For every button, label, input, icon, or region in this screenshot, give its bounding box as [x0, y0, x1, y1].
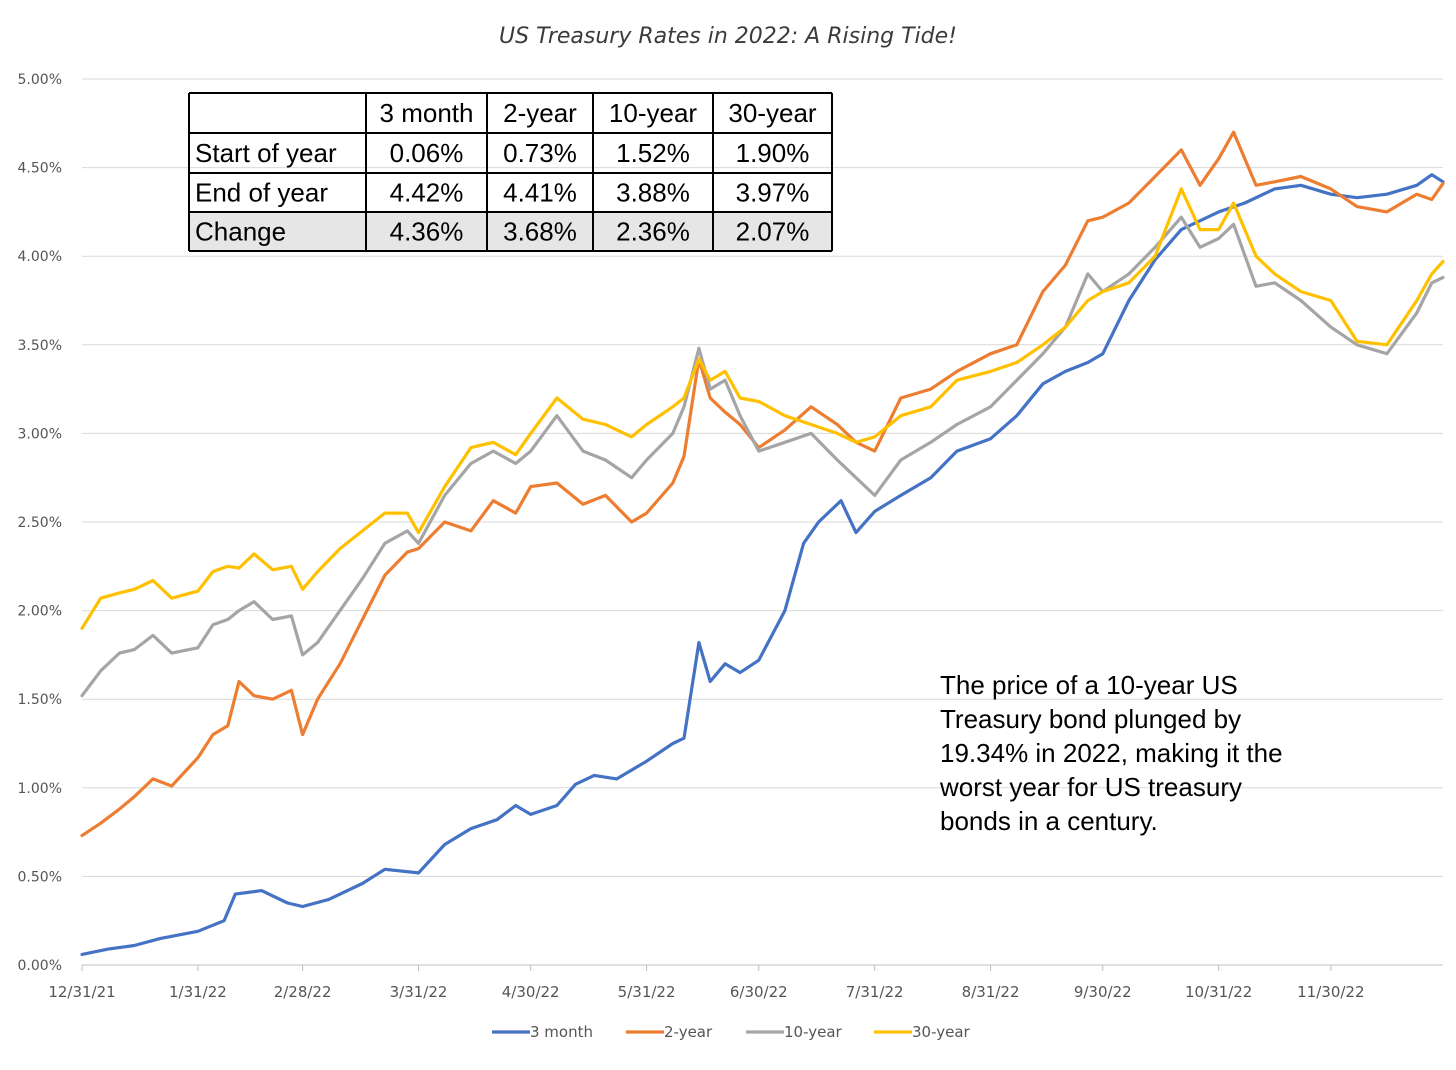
y-axis-tick-labels: 0.00% 0.50% 1.00% 1.50% 2.00% 2.50% 3.00% 3.50%… — [18, 72, 62, 974]
x-tick-label: 1/31/22 — [169, 983, 227, 1001]
y-tick-label: 3.00% — [18, 426, 62, 442]
table-cell: End of year — [195, 178, 328, 208]
y-tick-label: 4.50% — [18, 161, 62, 177]
x-tick-label: 9/30/22 — [1074, 983, 1132, 1001]
table-cell: 2.07% — [736, 217, 810, 247]
legend-label: 10-year — [784, 1023, 843, 1041]
x-tick-label: 8/31/22 — [962, 983, 1020, 1001]
table-cell: 1.52% — [616, 138, 690, 168]
table-cell: 3.88% — [616, 178, 690, 208]
x-tick-label: 12/31/21 — [48, 983, 115, 1001]
x-tick-label: 2/28/22 — [274, 983, 332, 1001]
annotation-note: The price of a 10-year US Treasury bond p… — [939, 670, 1283, 836]
table-header-cell: 3 month — [380, 98, 474, 128]
table-header-cell: 10-year — [609, 98, 697, 128]
chart-title: US Treasury Rates in 2022: A Rising Tide… — [499, 24, 957, 49]
legend-label: 2-year — [664, 1023, 713, 1041]
y-tick-label: 0.50% — [18, 869, 62, 885]
table-cell: 4.41% — [503, 178, 577, 208]
table-header-cell: 2-year — [503, 98, 577, 128]
x-tick-label: 5/31/22 — [618, 983, 676, 1001]
y-tick-label: 2.50% — [18, 515, 62, 531]
table-cell: Change — [195, 217, 286, 247]
series-lines — [80, 130, 1445, 956]
annotation-line: 19.34% in 2022, making it the — [940, 738, 1283, 768]
summary-table: 3 month 2-year 10-year 30-year Start of year… — [188, 92, 833, 252]
series-line-2-year — [80, 130, 1445, 838]
annotation-line: worst year for US treasury — [939, 772, 1242, 802]
legend-label: 30-year — [912, 1023, 971, 1041]
y-tick-label: 1.50% — [18, 692, 62, 708]
y-tick-label: 5.00% — [18, 72, 62, 88]
legend-label: 3 month — [530, 1023, 593, 1041]
y-tick-label: 1.00% — [18, 781, 62, 797]
x-tick-label: 7/31/22 — [846, 983, 904, 1001]
table-highlight-row — [189, 212, 832, 251]
table-cell: 0.06% — [390, 138, 464, 168]
y-tick-label: 0.00% — [18, 958, 62, 974]
table-cell: 1.90% — [736, 138, 810, 168]
y-tick-label: 2.00% — [18, 604, 62, 620]
legend: 3 month 2-year 10-year 30-year — [492, 1023, 971, 1041]
x-axis: 12/31/21 1/31/22 2/28/22 3/31/22 4/30/22 5/31… — [48, 965, 1365, 1001]
table-cell: Start of year — [195, 138, 337, 168]
table-cell: 4.42% — [390, 178, 464, 208]
x-tick-label: 11/30/22 — [1297, 983, 1364, 1001]
table-cell: 0.73% — [503, 138, 577, 168]
y-tick-label: 4.00% — [18, 249, 62, 265]
x-tick-label: 10/31/22 — [1185, 983, 1252, 1001]
table-cell: 2.36% — [616, 217, 690, 247]
series-line-30-year — [80, 187, 1445, 630]
series-line-10-year — [80, 215, 1445, 698]
table-cell: 3.97% — [736, 178, 810, 208]
table-cell: 4.36% — [390, 217, 464, 247]
x-tick-label: 6/30/22 — [730, 983, 788, 1001]
gridlines — [82, 78, 1443, 966]
series-line-3-month — [80, 173, 1445, 956]
annotation-line: The price of a 10-year US — [940, 670, 1238, 700]
table-cell: 3.68% — [503, 217, 577, 247]
x-tick-label: 3/31/22 — [390, 983, 448, 1001]
table-header-cell: 30-year — [728, 98, 816, 128]
y-tick-label: 3.50% — [18, 338, 62, 354]
x-tick-label: 4/30/22 — [502, 983, 560, 1001]
annotation-line: Treasury bond plunged by — [940, 704, 1241, 734]
annotation-line: bonds in a century. — [940, 806, 1158, 836]
